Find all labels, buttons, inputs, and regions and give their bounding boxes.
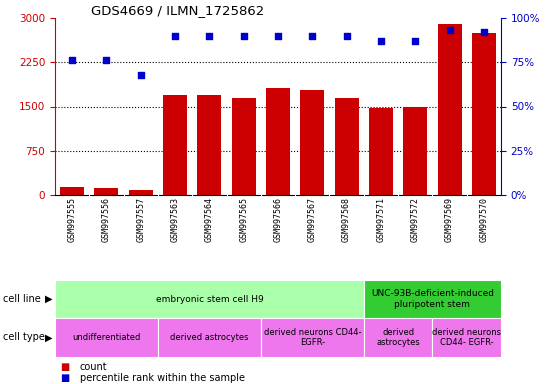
Bar: [55, 280, 364, 318]
Bar: [55, 318, 158, 357]
Point: [136, 71, 145, 78]
Text: derived astrocytes: derived astrocytes: [170, 333, 248, 342]
Bar: [158, 318, 261, 357]
Point: [411, 38, 419, 44]
Bar: [472, 33, 496, 195]
Bar: [197, 95, 221, 195]
Bar: [232, 98, 256, 195]
Text: undifferentiated: undifferentiated: [72, 333, 141, 342]
Point: [479, 29, 488, 35]
Point: [342, 33, 351, 39]
Text: GSM997555: GSM997555: [68, 197, 76, 242]
Bar: [266, 88, 290, 195]
Text: embryonic stem cell H9: embryonic stem cell H9: [156, 295, 263, 303]
Bar: [437, 24, 461, 195]
Text: derived
astrocytes: derived astrocytes: [376, 328, 420, 347]
Text: UNC-93B-deficient-induced
pluripotent stem: UNC-93B-deficient-induced pluripotent st…: [371, 289, 494, 309]
Text: derived neurons
CD44- EGFR-: derived neurons CD44- EGFR-: [432, 328, 501, 347]
Text: cell type: cell type: [3, 333, 45, 343]
Text: GSM997564: GSM997564: [205, 197, 214, 242]
Point: [239, 33, 248, 39]
Point: [274, 33, 282, 39]
Bar: [129, 190, 153, 195]
Text: count: count: [80, 362, 107, 372]
Text: GSM997557: GSM997557: [136, 197, 145, 242]
Bar: [369, 108, 393, 195]
Point: [445, 27, 454, 33]
Bar: [261, 318, 364, 357]
Point: [308, 33, 317, 39]
Text: percentile rank within the sample: percentile rank within the sample: [80, 373, 245, 383]
Text: ▶: ▶: [45, 333, 52, 343]
Text: ■: ■: [61, 373, 70, 383]
Point: [68, 58, 76, 64]
Text: cell line: cell line: [3, 294, 40, 304]
Point: [205, 33, 213, 39]
Bar: [364, 280, 501, 318]
Point: [377, 38, 385, 44]
Text: GSM997556: GSM997556: [102, 197, 111, 242]
Text: GSM997570: GSM997570: [479, 197, 488, 242]
Point: [102, 58, 111, 64]
Bar: [335, 98, 359, 195]
Text: GSM997572: GSM997572: [411, 197, 420, 242]
Text: GSM997567: GSM997567: [308, 197, 317, 242]
Text: GSM997571: GSM997571: [376, 197, 385, 242]
Bar: [403, 107, 427, 195]
Text: GSM997568: GSM997568: [342, 197, 351, 242]
Text: GDS4669 / ILMN_1725862: GDS4669 / ILMN_1725862: [91, 4, 264, 17]
Bar: [163, 95, 187, 195]
Text: GSM997563: GSM997563: [170, 197, 180, 242]
Bar: [364, 318, 432, 357]
Bar: [60, 187, 84, 195]
Text: ▶: ▶: [45, 294, 52, 304]
Text: derived neurons CD44-
EGFR-: derived neurons CD44- EGFR-: [264, 328, 361, 347]
Text: GSM997569: GSM997569: [445, 197, 454, 242]
Text: ■: ■: [61, 362, 70, 372]
Text: GSM997565: GSM997565: [239, 197, 248, 242]
Bar: [300, 90, 324, 195]
Text: GSM997566: GSM997566: [274, 197, 282, 242]
Point: [171, 33, 180, 39]
Bar: [94, 188, 118, 195]
Bar: [432, 318, 501, 357]
